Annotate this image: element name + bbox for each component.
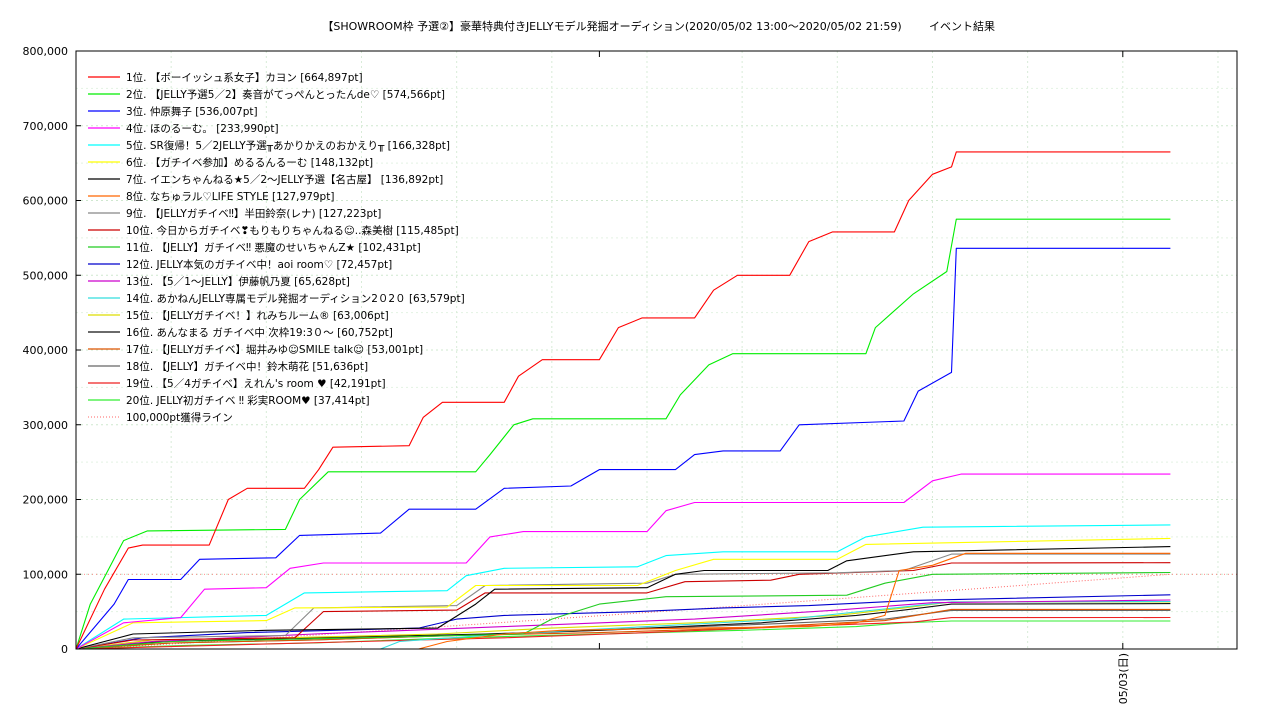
y-tick-label: 500,000 bbox=[23, 269, 69, 282]
legend: 1位. 【ボーイッシュ系女子】カヨン [664,897pt] 2位. 【JELLY… bbox=[88, 71, 465, 424]
legend-entry: 1位. 【ボーイッシュ系女子】カヨン [664,897pt] bbox=[126, 71, 363, 84]
series-line-1 bbox=[75, 151, 1171, 650]
legend-entry: 18位. 【JELLY】ガチイベ中！鈴木萌花 [51,636pt] bbox=[126, 360, 368, 373]
series-line-3 bbox=[75, 247, 1171, 650]
y-tick-label: 300,000 bbox=[23, 419, 69, 432]
y-tick-label: 200,000 bbox=[23, 494, 69, 507]
legend-entry: 2位. 【JELLY予選5／2】奏音がてっぺんとったんde♡ [574,566p… bbox=[126, 88, 445, 101]
series-line-6 bbox=[75, 537, 1171, 650]
series-line-14 bbox=[76, 600, 1171, 650]
legend-entry: 13位. 【5／1～JELLY】伊藤帆乃夏 [65,628pt] bbox=[126, 275, 350, 288]
series-line-8 bbox=[76, 552, 1171, 650]
legend-entry: 4位. ほのるーむ。 [233,990pt] bbox=[126, 122, 279, 135]
series-line-17 bbox=[75, 608, 1171, 650]
series-line-12 bbox=[75, 594, 1171, 650]
legend-entry: 11位. 【JELLY】ガチイベ‼ 悪魔のせいちゃんZ★ [102,431pt] bbox=[126, 241, 421, 254]
series-line-7 bbox=[75, 546, 1171, 650]
legend-entry: 19位. 【5／4ガチイベ】えれん's room ♥ [42,191pt] bbox=[126, 377, 386, 390]
y-tick-label: 700,000 bbox=[23, 120, 69, 133]
legend-entry: 12位. JELLY本気のガチイベ中！aoi room♡ [72,457pt] bbox=[126, 258, 392, 271]
legend-entry: 9位. 【JELLYガチイベ‼】半田鈴奈(レナ) [127,223pt] bbox=[126, 207, 381, 220]
reference-line bbox=[75, 573, 1237, 650]
series-line-2 bbox=[75, 218, 1171, 650]
legend-entry: 16位. あんなまる ガチイベ中 次枠19:3０～ [60,752pt] bbox=[126, 326, 393, 339]
legend-entry: 6位. 【ガチイベ参加】めるるんるーむ [148,132pt] bbox=[126, 156, 373, 169]
series-line-10 bbox=[75, 562, 1171, 650]
chart-subtitle: イベント結果 bbox=[929, 19, 995, 33]
legend-entry: 3位. 仲原舞子 [536,007pt] bbox=[126, 105, 258, 118]
x-axis-ticks: 05/03(日) bbox=[598, 51, 1130, 704]
series-lines bbox=[75, 151, 1171, 650]
legend-entry: 10位. 今日からガチイベ❣もりもりちゃんねる☺..森美樹 [115,485pt… bbox=[126, 224, 459, 237]
legend-entry: 7位. イエンちゃんねる★5／2～JELLY予選【名古屋】 [136,892pt… bbox=[126, 173, 443, 186]
y-tick-label: 400,000 bbox=[23, 344, 69, 357]
series-line-4 bbox=[75, 473, 1171, 650]
legend-entry: 8位. なちゅラル♡LIFE STYLE [127,979pt] bbox=[126, 190, 334, 203]
legend-entry: 14位. あかねんJELLY専属モデル発掘オーディション2０2０ [63,579… bbox=[126, 292, 465, 305]
series-line-19 bbox=[75, 616, 1171, 650]
legend-entry: 20位. JELLY初ガチイベ ‼ 彩実ROOM♥ [37,414pt] bbox=[126, 394, 370, 407]
y-tick-label: 800,000 bbox=[23, 45, 69, 58]
chart-title: 【SHOWROOM枠 予選②】豪華特典付きJELLYモデル発掘オーディション(2… bbox=[322, 19, 901, 33]
legend-entry: 5位. SR復帰！5／2JELLY予選╥あかりかえのおかえり╥ [166,328… bbox=[126, 139, 450, 152]
y-tick-label: 600,000 bbox=[23, 195, 69, 208]
series-line-13 bbox=[75, 599, 1171, 650]
series-line-16 bbox=[75, 603, 1171, 650]
series-line-11 bbox=[75, 571, 1171, 650]
series-line-5 bbox=[75, 524, 1171, 650]
legend-entry: 15位. 【JELLYガチイベ！】れみちルーム® [63,006pt] bbox=[126, 309, 389, 322]
series-line-9 bbox=[75, 553, 1171, 650]
legend-entry-reference: 100,000pt獲得ライン bbox=[126, 411, 233, 424]
grid bbox=[76, 51, 1237, 649]
legend-entry: 17位. 【JELLYガチイベ】堀井みゆ☺SMILE talk☺ [53,001… bbox=[126, 343, 423, 356]
x-tick-label: 05/03(日) bbox=[1117, 653, 1130, 704]
y-tick-label: 100,000 bbox=[23, 568, 69, 581]
y-tick-label: 0 bbox=[61, 643, 68, 656]
y-axis-ticks: 0 100,000 200,000 300,000 400,000 500,000 600,… bbox=[23, 45, 81, 656]
